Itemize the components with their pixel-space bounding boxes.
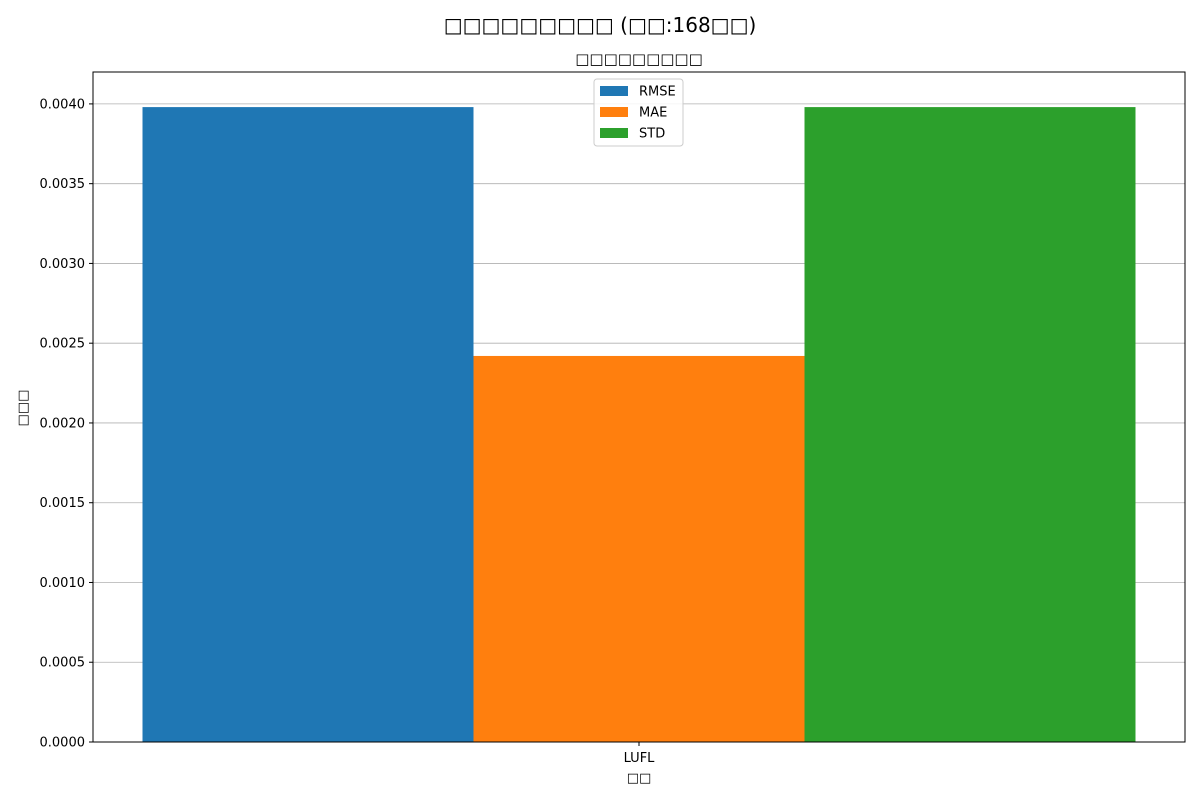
y-tick-label: 0.0000	[40, 736, 86, 751]
legend-label-std: STD	[639, 127, 665, 142]
y-tick-label: 0.0030	[40, 257, 86, 272]
legend-swatch-std	[600, 128, 628, 138]
legend-label-mae: MAE	[639, 106, 667, 121]
bar-rmse	[142, 107, 474, 743]
legend-swatch-rmse	[600, 86, 628, 96]
bar-mae	[473, 355, 805, 742]
legend: RMSE MAE STD	[593, 78, 684, 147]
y-tick-label: 0.0010	[40, 576, 86, 591]
y-tick-label: 0.0025	[40, 337, 86, 352]
y-axis-ticks: 0.0000 0.0005 0.0010 0.0015 0.0020 0.0025 0.00…	[40, 97, 93, 751]
figure-title: □□□□□□□□□ (□□:168□□)	[444, 13, 757, 37]
x-axis-label: □□	[627, 771, 652, 786]
bars	[142, 107, 1136, 743]
y-tick-label: 0.0015	[40, 496, 86, 511]
x-axis-ticks: LUFL	[624, 742, 656, 766]
y-tick-label: 0.0005	[40, 656, 86, 671]
y-axis-label: □□□	[16, 390, 31, 427]
bar-std	[804, 107, 1136, 743]
axes-title: □□□□□□□□□	[575, 50, 703, 68]
legend-swatch-mae	[600, 107, 628, 117]
y-tick-label: 0.0035	[40, 177, 86, 192]
x-tick-label: LUFL	[624, 751, 656, 766]
y-tick-label: 0.0020	[40, 416, 86, 431]
y-tick-label: 0.0040	[40, 97, 86, 112]
legend-label-rmse: RMSE	[639, 85, 676, 100]
